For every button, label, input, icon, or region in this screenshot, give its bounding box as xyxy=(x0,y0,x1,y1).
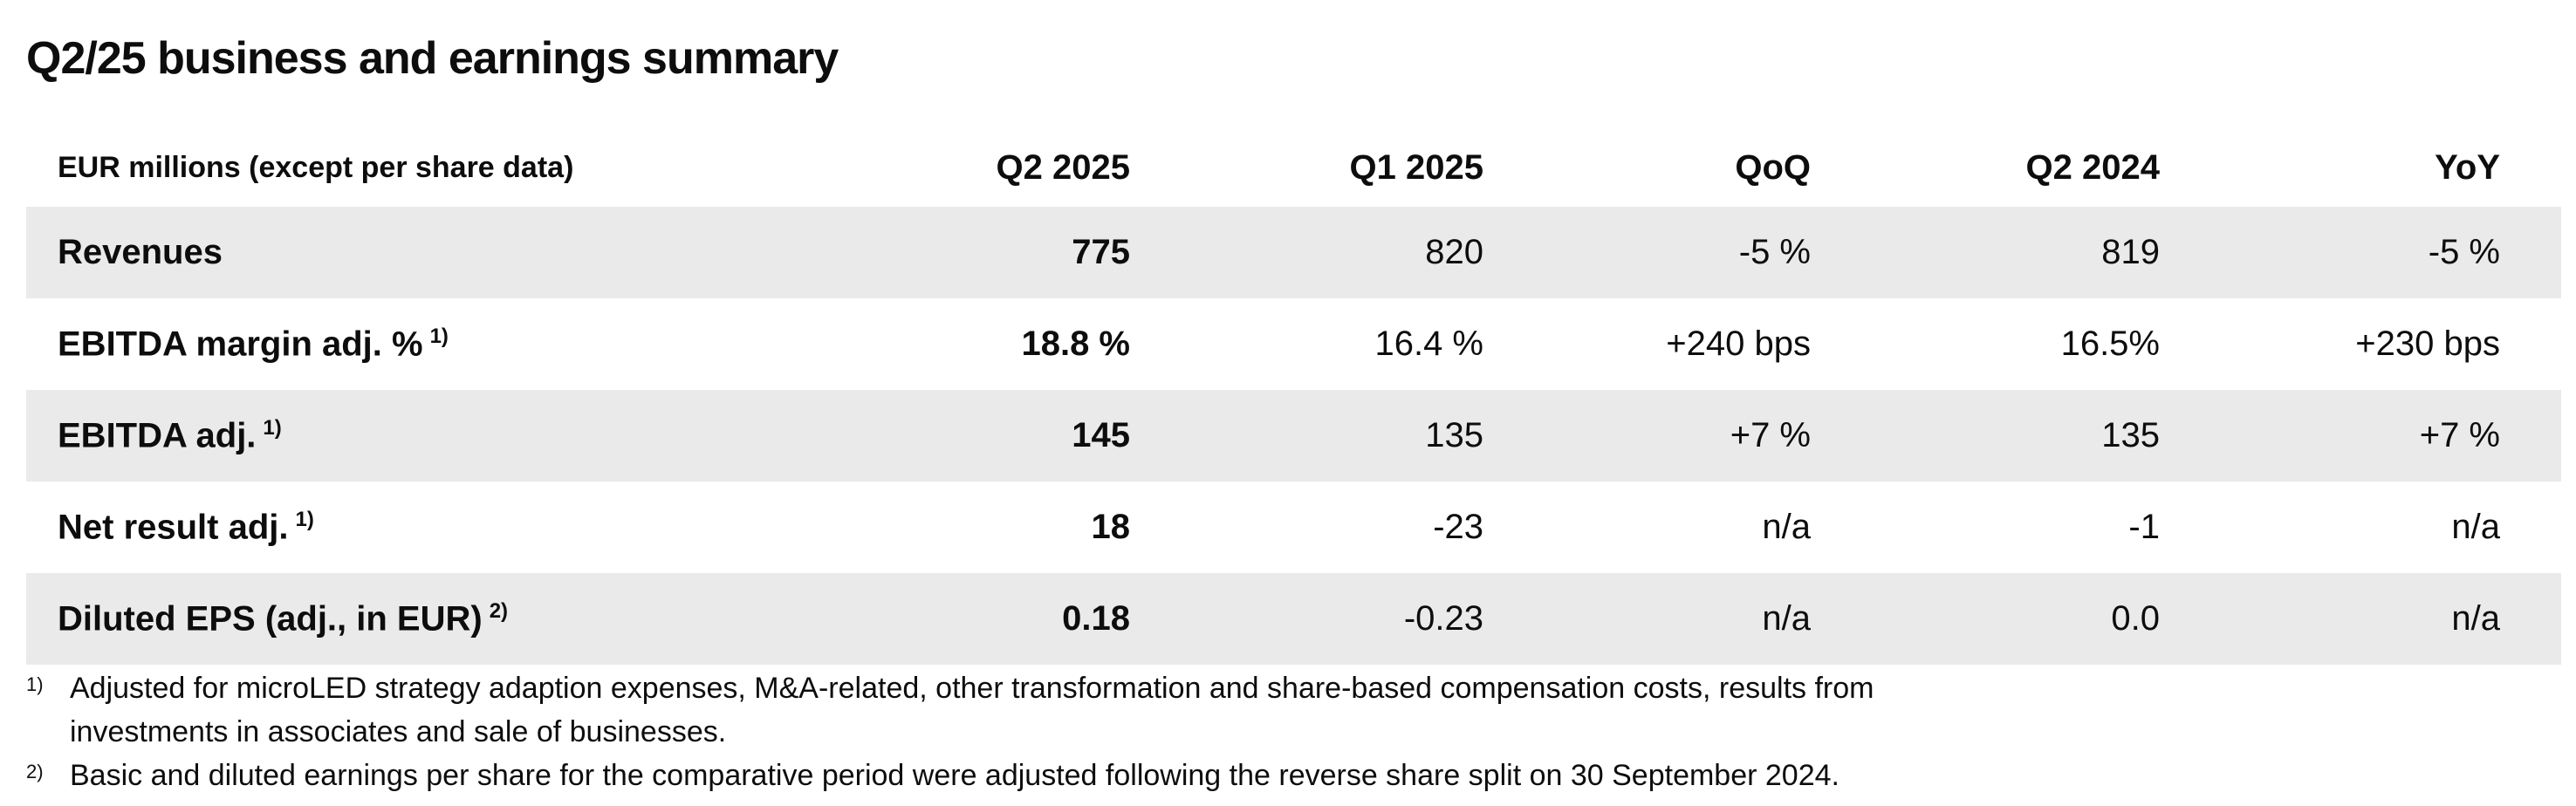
column-header-q2-2024: Q2 2024 xyxy=(1833,129,2182,207)
cell-q1-2025: -0.23 xyxy=(1403,599,1483,638)
row-label-text: EBITDA adj. xyxy=(58,416,257,455)
cell-qoq: -5 % xyxy=(1738,233,1811,271)
row-label-text: Revenues xyxy=(58,233,223,271)
footnote-1-marker: 1) xyxy=(26,673,44,695)
cell-q1-2025: 820 xyxy=(1425,233,1483,271)
column-header-q2-2025: Q2 2025 xyxy=(785,129,1152,207)
cell-q2-2024: 819 xyxy=(2101,233,2160,271)
column-header-yoy: YoY xyxy=(2182,129,2561,207)
cell-q2-2025: 18.8 % xyxy=(1021,324,1130,363)
cell-q1-2025: 135 xyxy=(1425,416,1483,454)
cell-q1-2025: 16.4 % xyxy=(1374,324,1483,363)
cell-q2-2025: 775 xyxy=(1072,233,1130,271)
footnote-ref: 1) xyxy=(429,324,449,348)
footnote-ref: 1) xyxy=(295,507,314,531)
row-label: Diluted EPS (adj., in EUR) 2) xyxy=(26,573,785,665)
cell-yoy: n/a xyxy=(2451,508,2500,546)
row-label: Net result adj. 1) xyxy=(26,482,785,573)
table-row-revenues: Revenues 775 820 -5 % 819 -5 % xyxy=(26,207,2561,298)
cell-q2-2025: 0.18 xyxy=(1062,599,1130,638)
earnings-summary-table: EUR millions (except per share data) Q2 … xyxy=(26,129,2561,665)
row-label: Revenues xyxy=(26,207,785,298)
cell-yoy: +230 bps xyxy=(2355,324,2500,363)
footnote-1-line-2: investments in associates and sale of bu… xyxy=(70,715,727,748)
row-label-text: Diluted EPS (adj., in EUR) xyxy=(58,599,483,639)
cell-qoq: n/a xyxy=(1762,508,1811,546)
footnotes: 1) Adjusted for microLED strategy adapti… xyxy=(26,666,2539,797)
cell-q2-2024: 135 xyxy=(2101,416,2160,454)
table-row-net-result: Net result adj. 1) 18 -23 n/a -1 n/a xyxy=(26,482,2561,573)
cell-qoq: n/a xyxy=(1762,599,1811,638)
footnote-2: 2) Basic and diluted earnings per share … xyxy=(26,754,2539,797)
footnote-ref: 2) xyxy=(489,598,509,623)
footnote-1: 1) Adjusted for microLED strategy adapti… xyxy=(26,666,2539,754)
cell-q2-2024: -1 xyxy=(2128,508,2160,546)
cell-q1-2025: -23 xyxy=(1433,508,1483,546)
cell-yoy: n/a xyxy=(2451,599,2500,638)
cell-q2-2025: 145 xyxy=(1072,416,1130,454)
row-label-text: EBITDA margin adj. % xyxy=(58,324,423,364)
footnote-2-line-1: Basic and diluted earnings per share for… xyxy=(70,759,1840,792)
footnote-2-marker: 2) xyxy=(26,761,44,782)
cell-q2-2024: 16.5% xyxy=(2060,324,2160,363)
cell-qoq: +240 bps xyxy=(1666,324,1811,363)
table-header-row: EUR millions (except per share data) Q2 … xyxy=(26,129,2561,207)
row-label: EBITDA margin adj. % 1) xyxy=(26,298,785,390)
footnote-1-line-1: Adjusted for microLED strategy adaption … xyxy=(70,672,1874,705)
column-header-eur-millions: EUR millions (except per share data) xyxy=(26,129,785,207)
table-row-diluted-eps: Diluted EPS (adj., in EUR) 2) 0.18 -0.23 … xyxy=(26,573,2561,665)
cell-q2-2024: 0.0 xyxy=(2111,599,2160,638)
table-row-ebitda-margin: EBITDA margin adj. % 1) 18.8 % 16.4 % +24… xyxy=(26,298,2561,390)
cell-q2-2025: 18 xyxy=(1091,508,1131,546)
cell-qoq: +7 % xyxy=(1730,416,1811,454)
column-header-qoq: QoQ xyxy=(1505,129,1833,207)
cell-yoy: -5 % xyxy=(2428,233,2500,271)
footnote-ref: 1) xyxy=(263,415,282,440)
row-label-text: Net result adj. xyxy=(58,508,289,547)
cell-yoy: +7 % xyxy=(2419,416,2500,454)
table-row-ebitda-adj: EBITDA adj. 1) 145 135 +7 % 135 +7 % xyxy=(26,390,2561,482)
page-title: Q2/25 business and earnings summary xyxy=(26,32,839,84)
column-header-q1-2025: Q1 2025 xyxy=(1152,129,1505,207)
row-label: EBITDA adj. 1) xyxy=(26,390,785,482)
